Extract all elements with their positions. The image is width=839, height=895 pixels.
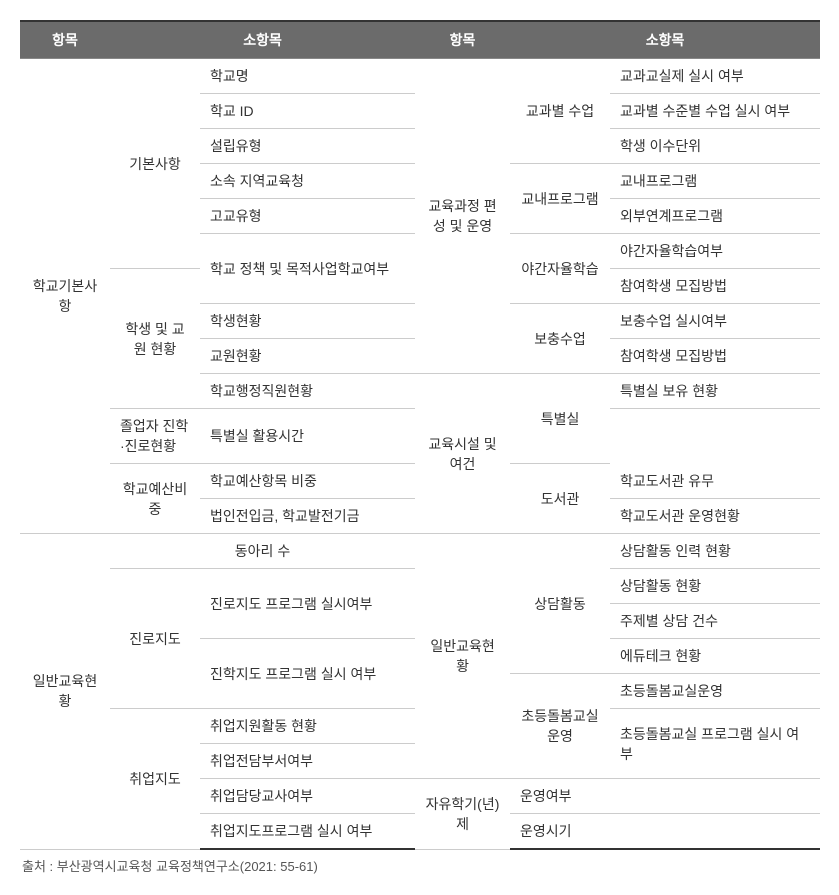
cell-right-r7: 참여학생 모집방법	[610, 269, 820, 304]
cell-left-r10: 졸업자 진학·진로현황	[110, 409, 200, 464]
cell-left-r9: 학교행정직원현황	[200, 374, 415, 409]
cell-right-r3: 학생 이수단위	[610, 129, 820, 164]
cell-right-r5: 외부연계프로그램	[610, 199, 820, 234]
cell-right-r1: 교과교실제 실시 여부	[610, 59, 820, 94]
cell-left-r1: 학교명	[200, 59, 415, 94]
classification-table: 항목 소항목 항목 소항목 학교기본사항 기본사항 학교명 교육과정 편성 및 …	[20, 20, 820, 850]
header-subitem-2: 소항목	[510, 21, 820, 59]
cell-right-cat3: 일반교육현황	[415, 534, 510, 779]
cell-right-r11: 특별실 활용시간	[200, 409, 415, 464]
cell-right-r8: 보충수업 실시여부	[610, 304, 820, 339]
cell-left-r3: 설립유형	[200, 129, 415, 164]
cell-right-cat1: 교육과정 편성 및 운영	[415, 59, 510, 374]
header-subitem-1: 소항목	[110, 21, 415, 59]
cell-right-r12: 학교도서관 유무	[610, 464, 820, 499]
cell-right-r18: 초등돌봄교실운영	[610, 674, 820, 709]
cell-right-sub6: 도서관	[510, 464, 610, 534]
cell-left-r14: 진로지도 프로그램 실시여부	[200, 569, 415, 639]
cell-left-sub1: 기본사항	[110, 59, 200, 269]
cell-left-sub5: 취업지도	[110, 709, 200, 850]
cell-right-r15: 상담활동 현황	[610, 569, 820, 604]
table-row: 일반교육현황 동아리 수 일반교육현황 상담활동 상담활동 인력 현황	[20, 534, 820, 569]
cell-right-sub3: 야간자율학습	[510, 234, 610, 304]
cell-left-r5: 고교유형	[200, 199, 415, 234]
cell-left-r2: 학교 ID	[200, 94, 415, 129]
cell-left-r15: 진학지도 프로그램 실시 여부	[200, 639, 415, 709]
cell-left-r6: 학교 정책 및 목적사업학교여부	[200, 234, 415, 304]
cell-left-r13: 동아리 수	[110, 534, 415, 569]
header-item-1: 항목	[20, 21, 110, 59]
cell-right-r9: 참여학생 모집방법	[610, 339, 820, 374]
cell-left-sub2: 학생 및 교원 현황	[110, 269, 200, 409]
cell-right-r21: 운영시기	[510, 814, 820, 850]
cell-left-sub4: 진로지도	[110, 569, 200, 709]
cell-right-r13: 학교도서관 운영현황	[610, 499, 820, 534]
cell-right-r10: 특별실 보유 현황	[610, 374, 820, 409]
cell-left-r11: 학교예산항목 비중	[200, 464, 415, 499]
cell-right-cat2: 교육시설 및 여건	[415, 374, 510, 534]
header-item-2: 항목	[415, 21, 510, 59]
cell-right-r19: 초등돌봄교실 프로그램 실시 여부	[610, 709, 820, 779]
cell-right-r2: 교과별 수준별 수업 실시 여부	[610, 94, 820, 129]
cell-right-sub5: 특별실	[510, 374, 610, 464]
cell-right-sub1: 교과별 수업	[510, 59, 610, 164]
cell-left-sub3: 학교예산비중	[110, 464, 200, 534]
cell-right-sub4: 보충수업	[510, 304, 610, 374]
cell-left-r4: 소속 지역교육청	[200, 164, 415, 199]
cell-left-r8: 교원현황	[200, 339, 415, 374]
cell-left-r12: 법인전입금, 학교발전기금	[200, 499, 415, 534]
cell-left-cat2: 일반교육현황	[20, 534, 110, 850]
table-row: 학교기본사항 기본사항 학교명 교육과정 편성 및 운영 교과별 수업 교과교실…	[20, 59, 820, 94]
cell-left-cat1: 학교기본사항	[20, 59, 110, 534]
cell-left-r7: 학생현황	[200, 304, 415, 339]
cell-left-r16: 취업지원활동 현황	[200, 709, 415, 744]
source-citation: 출처 : 부산광역시교육청 교육정책연구소(2021: 55-61)	[20, 856, 819, 875]
cell-left-r17: 취업전담부서여부	[200, 744, 415, 779]
cell-right-sub7: 상담활동	[510, 534, 610, 674]
table-header-row: 항목 소항목 항목 소항목	[20, 21, 820, 59]
cell-left-r18: 취업담당교사여부	[200, 779, 415, 814]
cell-right-r6: 야간자율학습여부	[610, 234, 820, 269]
cell-right-r14: 상담활동 인력 현황	[610, 534, 820, 569]
cell-right-r4: 교내프로그램	[610, 164, 820, 199]
cell-right-r20: 운영여부	[510, 779, 820, 814]
cell-right-r17: 에듀테크 현황	[610, 639, 820, 674]
cell-right-cat4: 자유학기(년)제	[415, 779, 510, 850]
cell-left-r19: 취업지도프로그램 실시 여부	[200, 814, 415, 850]
cell-right-r16: 주제별 상담 건수	[610, 604, 820, 639]
cell-right-sub2: 교내프로그램	[510, 164, 610, 234]
